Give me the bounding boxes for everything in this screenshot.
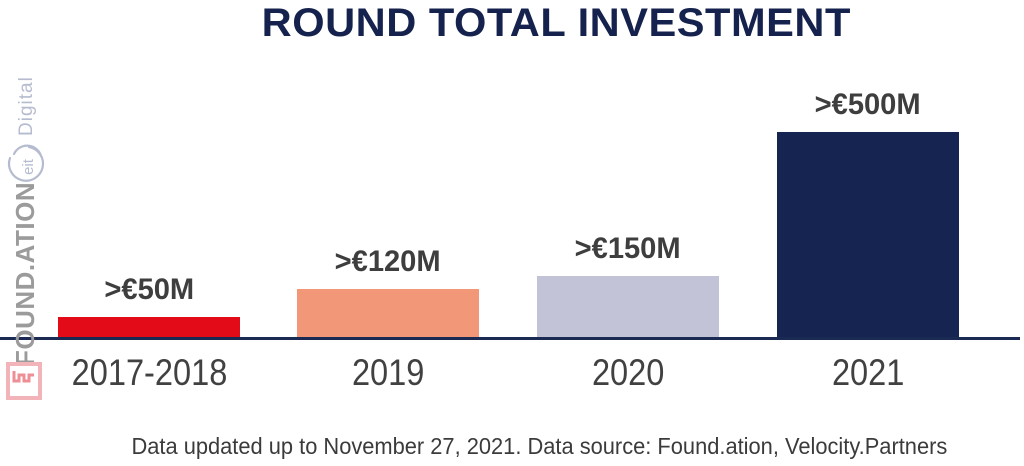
foundation-logo-icon	[6, 362, 42, 400]
data-source-note: Data updated up to November 27, 2021. Da…	[131, 433, 947, 459]
bar-value-label: >€120M	[335, 245, 441, 278]
eit-circle-icon: eit	[7, 144, 45, 182]
foundation-wordmark: FOUND.ATION	[10, 181, 40, 366]
branding-sidebar: eit Digital FOUND.ATION	[0, 0, 56, 466]
bar-2021	[777, 132, 959, 338]
x-tick-label: 2019	[351, 352, 425, 393]
x-tick-label: 2017-2018	[71, 352, 227, 393]
bar-value-label: >€50M	[104, 273, 194, 306]
eit-digital-logo: eit Digital	[2, 62, 52, 188]
bar-2020	[537, 276, 719, 338]
bar-2017-2018	[58, 317, 240, 338]
bar-column: >€500M 2021	[777, 0, 959, 466]
bar-column: >€120M 2019	[297, 0, 479, 466]
bar-column: >€50M 2017-2018	[58, 0, 240, 466]
bar-value-label: >€150M	[575, 232, 681, 265]
x-tick-label: 2021	[831, 352, 905, 393]
x-tick-label: 2020	[591, 352, 665, 393]
eit-digital-wordmark: Digital	[16, 76, 37, 136]
chart-title: ROUND TOTAL INVESTMENT	[261, 1, 851, 45]
bar-column: >€150M 2020	[537, 0, 719, 466]
svg-text:eit: eit	[20, 158, 37, 175]
x-axis-line	[0, 337, 1020, 340]
bar-2019	[297, 289, 479, 338]
bar-value-label: >€500M	[815, 88, 921, 121]
